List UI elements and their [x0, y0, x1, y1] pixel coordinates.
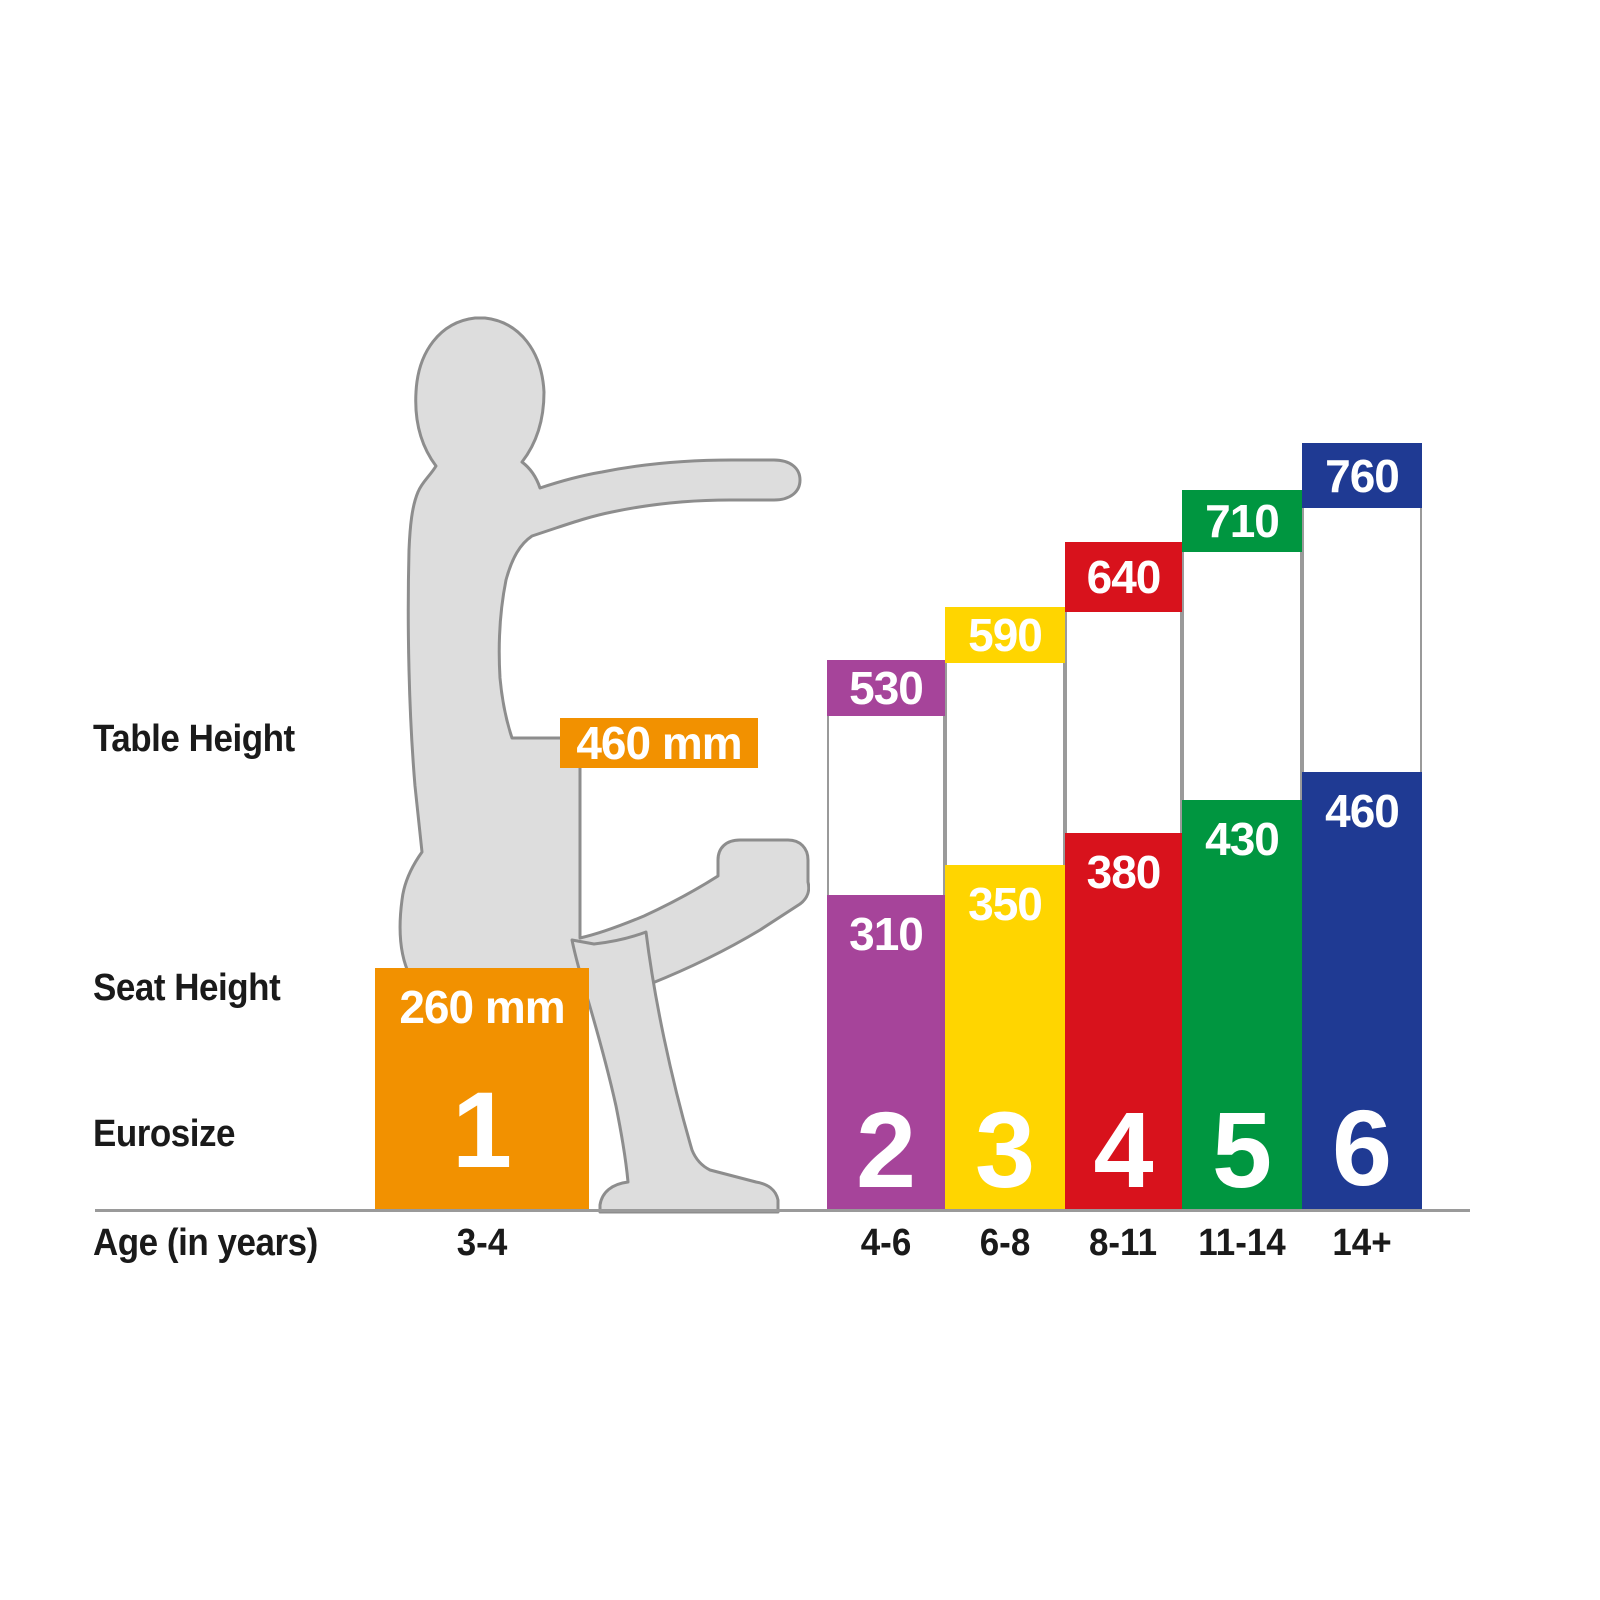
bar-6-seat-height-value: 460: [1302, 772, 1422, 1210]
bar-5-table-height-value: 710: [1182, 490, 1302, 552]
bar-1-seat-height-value: 260 mm: [399, 981, 565, 1033]
bar-eurosize-3[interactable]: 590 350 3: [945, 607, 1065, 1210]
bar-4-eurosize-value: 4: [1093, 1089, 1154, 1210]
bar-2-seat-height-value: 310: [827, 895, 945, 1210]
row-label-eurosize: Eurosize: [93, 1113, 236, 1155]
bar-eurosize-2[interactable]: 530 310 2: [827, 660, 945, 1210]
bar-3-table-height-value: 590: [945, 607, 1065, 663]
row-label-seat-height: Seat Height: [93, 967, 281, 1009]
bar-5-seat-height-value: 430: [1182, 800, 1302, 1210]
age-label-2: 4-6: [860, 1222, 912, 1264]
row-label-age: Age (in years): [93, 1222, 318, 1264]
bar-3-eurosize-value: 3: [974, 1089, 1036, 1210]
age-label-4: 8-11: [1088, 1222, 1158, 1264]
bar-6-eurosize-value: 6: [1331, 1087, 1393, 1208]
seated-child-silhouette-icon: [398, 316, 810, 1214]
age-label-6: 14+: [1332, 1222, 1392, 1264]
bar-4-seat-height-value: 380: [1065, 833, 1182, 1210]
bar-5-eurosize-value: 5: [1211, 1089, 1273, 1210]
age-label-1: 3-4: [456, 1222, 508, 1264]
bar-6-table-height-value: 760: [1302, 443, 1422, 508]
bar-2-eurosize-value: 2: [855, 1089, 917, 1210]
age-label-5: 11-14: [1198, 1222, 1286, 1264]
bar-1-table-height-value: 460 mm: [560, 717, 758, 769]
axis-baseline: [95, 1209, 1470, 1212]
bar-4-table-height-value: 640: [1065, 542, 1182, 612]
bar-1-eurosize-value: 1: [451, 1069, 513, 1190]
bar-eurosize-4[interactable]: 640 380 4: [1065, 542, 1182, 1210]
row-label-table-height: Table Height: [93, 718, 295, 760]
bar-1-seat-segment: [375, 968, 589, 1210]
bar-eurosize-5[interactable]: 710 430 5: [1182, 490, 1302, 1210]
bar-eurosize-6[interactable]: 760 460 6: [1302, 443, 1422, 1210]
age-label-3: 6-8: [979, 1222, 1031, 1264]
bar-eurosize-1[interactable]: 260 mm 1: [375, 968, 589, 1210]
bar-3-seat-height-value: 350: [945, 865, 1065, 1210]
bar-2-table-height-value: 530: [827, 660, 945, 716]
